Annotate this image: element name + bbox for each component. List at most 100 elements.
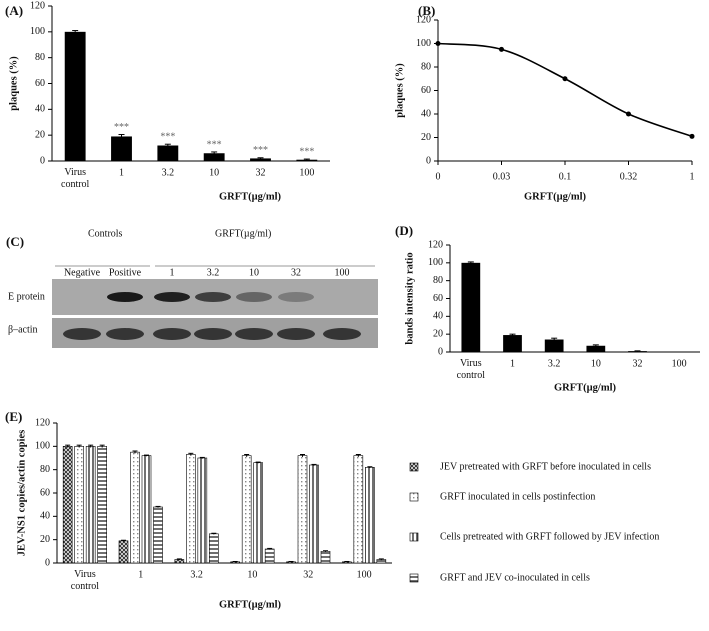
panel-label: (E) xyxy=(5,409,22,424)
legend-label: JEV pretreated with GRFT before inoculat… xyxy=(440,461,651,472)
bar xyxy=(503,335,522,352)
row-label: β–actin xyxy=(8,324,38,335)
band xyxy=(194,328,232,340)
y-tick-label: 100 xyxy=(416,38,431,49)
bar xyxy=(118,540,129,564)
y-tick-label: 120 xyxy=(428,239,443,250)
y-tick-label: 120 xyxy=(35,417,50,428)
lane-label: 100 xyxy=(335,267,350,278)
point xyxy=(562,76,568,82)
band xyxy=(154,292,190,302)
x-tick-label: 1 xyxy=(138,569,143,580)
band xyxy=(195,292,231,302)
x-tick-label: 100 xyxy=(357,569,372,580)
x-tick-label: 32 xyxy=(633,358,643,369)
y-tick-label: 20 xyxy=(35,129,45,140)
y-axis-label: bands intensity ratio xyxy=(404,252,415,344)
y-tick-label: 60 xyxy=(40,487,50,498)
lane-label: Positive xyxy=(109,267,142,278)
panel-label: (B) xyxy=(418,3,435,18)
bar xyxy=(628,351,647,352)
bar xyxy=(353,455,364,564)
bar xyxy=(111,136,132,161)
legend-swatch xyxy=(409,573,419,583)
legend-label: Cells pretreated with GRFT followed by J… xyxy=(440,531,659,542)
y-tick-label: 20 xyxy=(40,534,50,545)
significance: *** xyxy=(299,146,314,157)
x-tick-label: 1 xyxy=(119,167,124,178)
group-label: GRFT(µg/ml) xyxy=(215,228,271,239)
bar xyxy=(461,262,481,352)
x-tick-label: 10 xyxy=(591,358,601,369)
panel-label: (D) xyxy=(395,223,413,238)
band xyxy=(235,328,273,340)
y-tick-label: 80 xyxy=(35,52,45,63)
row-label: E protein xyxy=(8,291,45,302)
bar xyxy=(197,457,208,564)
x-tick-label: 10 xyxy=(247,569,257,580)
x-tick-label: 0 xyxy=(436,171,441,182)
y-axis-label: plaques (%) xyxy=(394,63,405,118)
bar xyxy=(209,533,219,564)
y-tick-label: 60 xyxy=(421,85,431,96)
y-tick-label: 80 xyxy=(421,61,431,72)
bar xyxy=(157,145,179,161)
y-tick-label: 60 xyxy=(35,78,45,89)
significance: *** xyxy=(253,145,268,156)
lane-label: 3.2 xyxy=(207,267,220,278)
point xyxy=(499,46,504,52)
band xyxy=(278,292,314,302)
bar xyxy=(264,548,275,564)
x-axis-label: GRFT(µg/ml) xyxy=(524,191,587,202)
bar xyxy=(74,446,84,564)
y-tick-label: 80 xyxy=(40,464,50,475)
x-tick-label: 0.1 xyxy=(559,171,572,182)
x-tick-label: 1 xyxy=(690,171,695,182)
bar xyxy=(253,462,263,564)
point xyxy=(626,111,631,117)
y-tick-label: 60 xyxy=(433,293,443,304)
bar xyxy=(130,451,140,564)
x-tick-label: 10 xyxy=(209,167,219,178)
x-tick-label: 3.2 xyxy=(190,569,203,580)
legend-label: GRFT inoculated in cells postinfection xyxy=(440,491,595,502)
bar xyxy=(297,455,308,564)
bar xyxy=(64,31,86,162)
legend-swatch xyxy=(409,462,419,472)
y-axis-label: plaques (%) xyxy=(8,56,19,111)
point xyxy=(689,133,695,139)
y-tick-label: 0 xyxy=(438,346,443,357)
x-tick-label: 3.2 xyxy=(548,358,561,369)
bar xyxy=(241,455,252,564)
lane-label: 32 xyxy=(291,267,301,278)
x-tick-label: Virus control xyxy=(457,358,486,381)
y-axis-label: JEV-NS1 copies/actin copies xyxy=(16,430,27,556)
y-tick-label: 0 xyxy=(426,155,431,166)
bar xyxy=(586,345,606,352)
y-tick-label: 20 xyxy=(433,328,443,339)
lane-label: Negative xyxy=(64,267,101,278)
bar xyxy=(85,446,96,564)
panel-label: (A) xyxy=(5,3,23,18)
band xyxy=(236,292,272,302)
band xyxy=(277,328,315,340)
y-tick-label: 120 xyxy=(416,14,431,25)
band xyxy=(106,328,144,340)
x-tick-label: 3.2 xyxy=(162,167,175,178)
y-tick-label: 40 xyxy=(40,511,50,522)
y-tick-label: 120 xyxy=(30,0,45,11)
x-tick-label: Virus control xyxy=(61,167,90,190)
x-tick-label: 1 xyxy=(510,358,515,369)
band xyxy=(63,328,101,340)
y-tick-label: 0 xyxy=(40,155,45,166)
x-axis-label: GRFT(µg/ml) xyxy=(219,599,282,610)
x-tick-label: 32 xyxy=(256,167,266,178)
x-axis-label: GRFT(µg/ml) xyxy=(219,191,282,202)
bar xyxy=(141,455,152,564)
bar xyxy=(186,454,196,564)
point xyxy=(435,41,441,46)
band xyxy=(323,328,361,340)
bar xyxy=(320,551,331,564)
x-tick-label: 100 xyxy=(672,358,687,369)
x-tick-label: Virus control xyxy=(71,569,100,592)
